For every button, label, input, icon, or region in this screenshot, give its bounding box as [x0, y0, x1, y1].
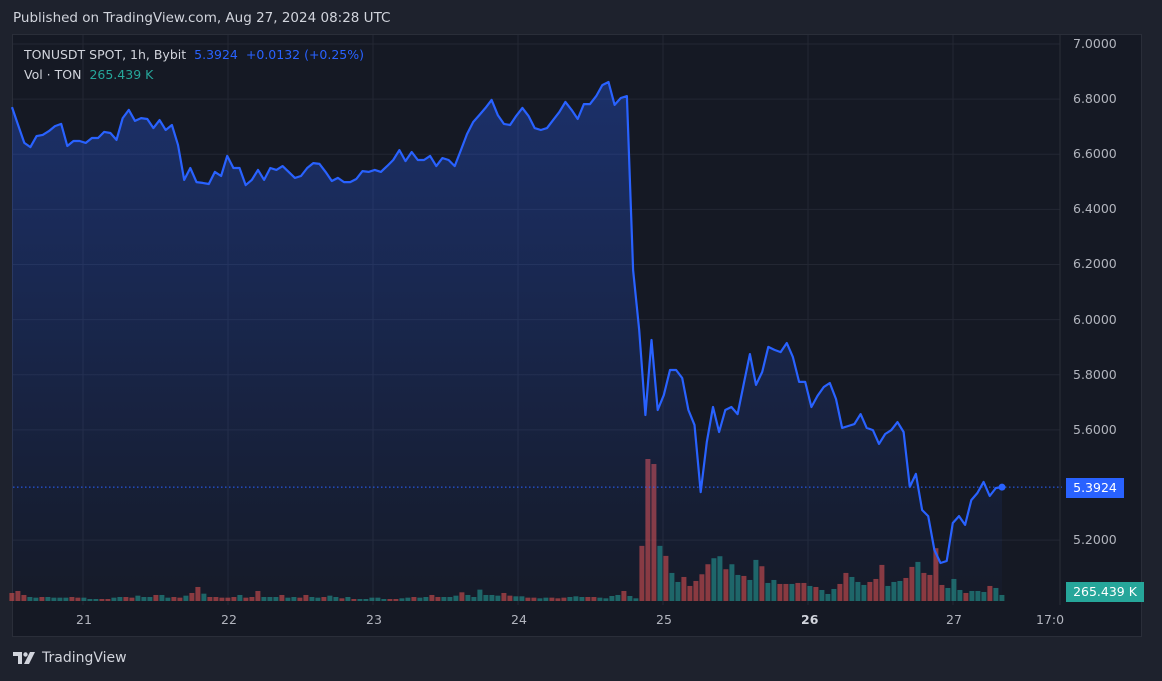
tradingview-logo-icon [13, 652, 35, 664]
price-area-fill [12, 82, 1002, 601]
time-axis-tick: 25 [656, 612, 672, 627]
time-axis-tick: 21 [76, 612, 92, 627]
price-axis-tick: 5.2000 [1073, 532, 1117, 548]
price-change: +0.0132 (+0.25%) [245, 47, 365, 62]
time-axis-tick: 26 [801, 612, 819, 627]
footer-brand: TradingView [42, 650, 127, 666]
price-axis-tick: 5.6000 [1073, 421, 1117, 437]
last-price: 5.3924 [194, 47, 238, 62]
chart-legend: TONUSDT SPOT, 1h, Bybit 5.3924 +0.0132 (+0… [24, 45, 364, 85]
volume-label[interactable]: Vol · TON [24, 67, 82, 82]
price-axis-tick: 6.8000 [1073, 91, 1117, 107]
time-axis-tick: 17:0 [1036, 612, 1065, 627]
time-axis-tick: 23 [366, 612, 382, 627]
published-caption: Published on TradingView.com, Aug 27, 20… [13, 10, 391, 26]
time-axis-tick: 27 [946, 612, 962, 627]
price-axis-tick: 6.4000 [1073, 201, 1117, 217]
price-axis-tick: 7.0000 [1073, 36, 1117, 51]
price-axis-tick: 6.0000 [1073, 311, 1117, 327]
price-axis-tick: 6.6000 [1073, 146, 1117, 162]
time-axis-tick: 24 [511, 612, 527, 627]
last-price-dot [998, 483, 1006, 491]
tradingview-logo[interactable]: TradingView [13, 650, 127, 666]
price-line [10, 80, 1003, 565]
symbol-title[interactable]: TONUSDT SPOT, 1h, Bybit [24, 47, 187, 62]
price-axis-tick: 5.8000 [1073, 366, 1117, 382]
volume-tag: 265.439 K [1066, 582, 1144, 602]
price-axis-tick: 6.2000 [1073, 256, 1117, 272]
current-price-tag: 5.3924 [1066, 478, 1124, 498]
volume-bar [9, 592, 15, 601]
volume-value: 265.439 K [89, 67, 154, 82]
time-axis-tick: 22 [221, 612, 237, 627]
